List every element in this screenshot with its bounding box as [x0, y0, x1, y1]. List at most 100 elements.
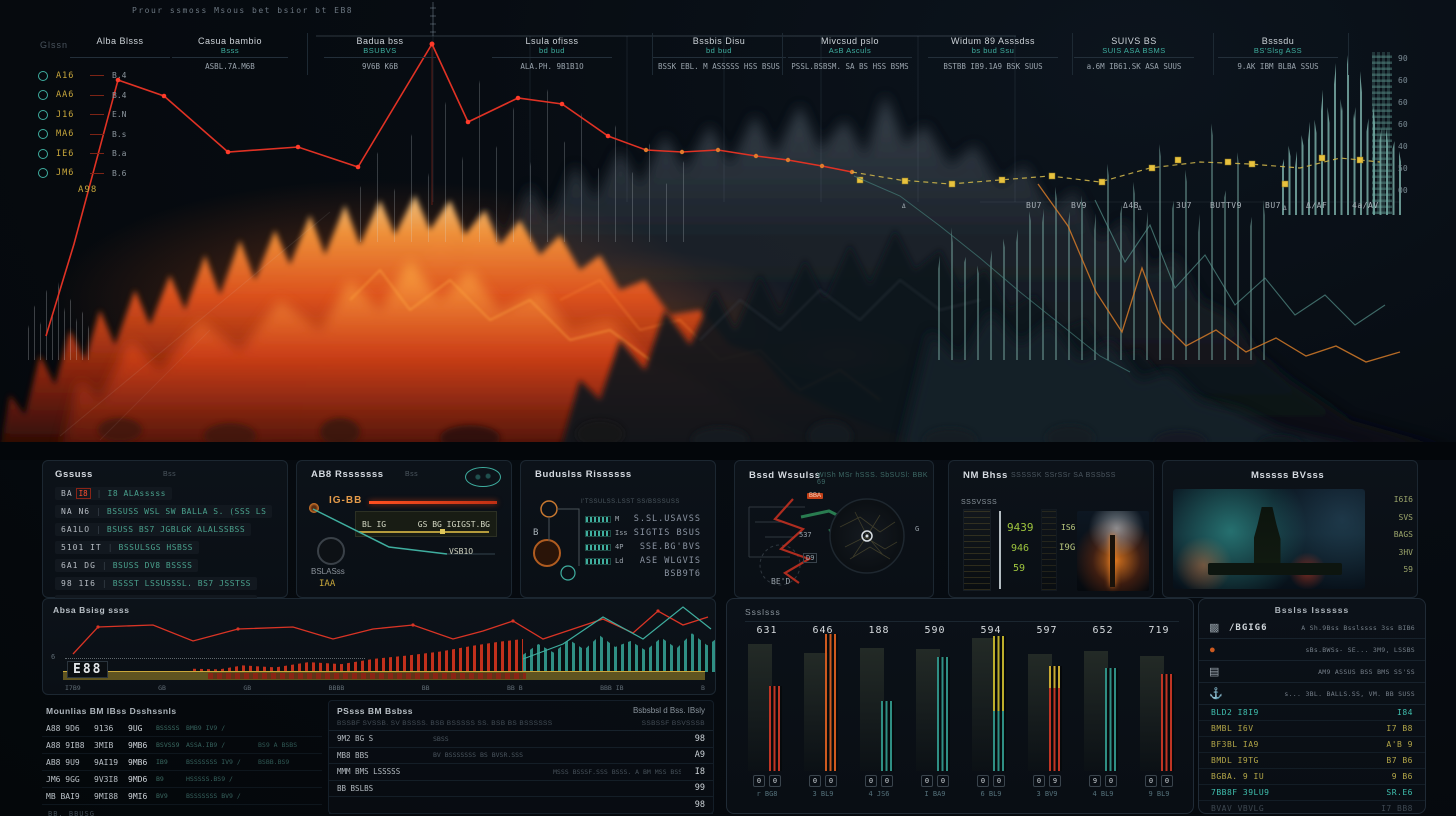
cell: HSSSSS.BS9 / — [186, 775, 233, 783]
status-list-row[interactable]: BMBL I6V I7 B8 — [1199, 721, 1425, 737]
stat-value: a.6M IB61.SK ASA SUUS — [1086, 62, 1182, 71]
stat-value: BSSK EBL. M ASSSSS HSS BSUS — [658, 62, 780, 71]
bar-group: 590 0 0 I BA9 — [913, 625, 957, 807]
svg-text:Δ: Δ — [902, 203, 906, 210]
green-value: 59 — [1013, 563, 1026, 574]
checklist-desc: SBSS — [433, 734, 449, 743]
status-oval-badge[interactable] — [465, 467, 501, 487]
value-bar — [937, 657, 950, 771]
bar-sublabel: 6 BL9 — [980, 790, 1002, 798]
stat-subtitle: bs bud Ssu — [971, 46, 1015, 55]
legend-dash — [90, 114, 104, 116]
header-separator — [1072, 33, 1073, 75]
legend-item[interactable]: AA6 B.4 — [38, 86, 126, 106]
map-label-2: D9 — [803, 553, 818, 563]
cell: JM6 9GG — [46, 774, 80, 784]
side-label: G — [915, 525, 920, 533]
status-icon-row[interactable]: ● sBs.BWSs- SE... 3M9, LSSBS — [1199, 639, 1425, 661]
gauge-icon — [317, 537, 345, 565]
stat-column: Bsssdu BS'Slsg ASS 9.AK IBM BLBA SSUS — [1218, 36, 1338, 71]
mini-tick: BB — [421, 684, 430, 692]
reference-bar — [1140, 656, 1164, 771]
status-list-row[interactable]: 7BB8F 39LU9 SR.E6 — [1199, 785, 1425, 801]
status-list-value: 9 B6 — [1391, 772, 1413, 781]
zero-chips: 0 0 — [745, 775, 789, 787]
legend-text: ASE WLGVIS — [639, 556, 701, 566]
timeline-band[interactable] — [63, 671, 705, 680]
status-list-row[interactable]: BMDL I9TG B7 B6 — [1199, 753, 1425, 769]
alert-row[interactable]: 6A1LO | BSUSS BS7 JGBLGK ALALSSBSS — [55, 523, 252, 536]
legend-value: B.a — [112, 149, 127, 159]
legend-row[interactable]: Ld ASE WLGVIS — [585, 555, 701, 567]
alert-row[interactable]: 5101 IT | BSSULSGS HSBSS — [55, 541, 199, 554]
checklist-row[interactable]: MMM BMS LSSSSS MSSS BSSSF.SSS BSSS. A BM… — [329, 764, 713, 781]
checklist-row[interactable]: 98 — [329, 797, 713, 814]
header-separator — [652, 33, 653, 75]
zero-chips: 0 0 — [913, 775, 957, 787]
table-title: Mounlias BM IBss Dsshssnls — [46, 706, 177, 716]
series-legend: A16 B.4 AA6 B.4 J16 E.N MA6 — [38, 66, 126, 183]
alert-code: 6A1 DG — [61, 561, 96, 570]
cell: 9MI6 — [128, 791, 148, 801]
stat-value: ALA.PH. 9B1B1O — [520, 62, 584, 71]
divider: | — [96, 525, 101, 534]
legend-row[interactable]: Iss SIGTIS BSUS — [585, 527, 701, 539]
chip-left: 0 — [809, 775, 821, 787]
status-icon-row[interactable]: ⚓ s... 3BL. BALLS.SS, VM. BB SUSS — [1199, 683, 1425, 705]
terrain-visualization — [0, 95, 1456, 453]
checklist-note-left: BSSBF SVSSB. SV BSSSS. BSB BSSSSS SS. BS… — [337, 720, 553, 727]
alert-row[interactable]: 98 1I6 | BSSST LSSUSSSL. BS7 JSSTSS — [55, 577, 257, 590]
cell: 9UG — [128, 723, 143, 733]
status-list-row[interactable]: BVAV VBVLG I7 BB8 — [1199, 801, 1425, 816]
legend-dash — [90, 153, 104, 155]
scene-value: SVS — [1398, 512, 1413, 522]
stat-column: Widum 89 Asssdss bs bud Ssu BSTBB IB9.1A… — [928, 36, 1058, 71]
legend-row[interactable]: 4P SSE.BG'BVS — [585, 541, 701, 553]
reference-bar — [748, 644, 772, 771]
bar-group: 594 0 0 6 BL9 — [969, 625, 1013, 807]
scene-value: 59 — [1403, 565, 1413, 574]
legend-tag: 4P — [615, 543, 624, 551]
status-list-value: SR.E6 — [1386, 788, 1413, 797]
tower-graphic — [963, 509, 991, 591]
stat-underline — [492, 57, 612, 58]
status-list-row[interactable]: BLD2 I8I9 I84 — [1199, 705, 1425, 721]
bar-value: 652 — [1092, 625, 1114, 636]
checklist-row[interactable]: MB8 BBS BV BSSSSSSS BS BVSR.SSS A9 — [329, 748, 713, 764]
value-bar — [881, 701, 894, 771]
legend-item[interactable]: J16 E.N — [38, 105, 126, 125]
ring-icon — [38, 148, 48, 159]
resource-progress[interactable] — [359, 529, 489, 534]
checklist-row[interactable]: BB BSLBS 99 — [329, 781, 713, 797]
status-list-row[interactable]: BGBA. 9 IU 9 B6 — [1199, 769, 1425, 785]
legend-item[interactable]: IE6 B.a — [38, 144, 126, 164]
alert-row[interactable]: BA I8 | I8 ALAsssss — [55, 487, 172, 500]
legend-item[interactable]: A16 B.4 — [38, 66, 126, 86]
status-icon-row[interactable]: ▤ AM9 ASSUS BSS BMS SS'SS — [1199, 661, 1425, 683]
scene-values: I6I6 SVS BAGS 3HV 59 — [1371, 495, 1413, 583]
bar-area — [1025, 641, 1069, 771]
alert-row[interactable]: NA N6 | BSSUSS WSL SW BALLA S. (SSS LS — [55, 505, 273, 518]
status-icon-row[interactable]: ▩ /BGIG6 A Sh.9Bss Bsslssss 3ss BIB6 — [1199, 617, 1425, 639]
mini-tick: BBB IB — [600, 684, 624, 692]
scene-value: BAGS — [1393, 530, 1413, 539]
chip-right: 0 — [937, 775, 949, 787]
legend-item[interactable]: JM6 B.6 — [38, 164, 126, 184]
status-list-row[interactable]: BF3BL IA9 A'B 9 — [1199, 737, 1425, 753]
status-list-label: BGBA. 9 IU — [1211, 772, 1265, 781]
legend-label: JM6 — [56, 168, 75, 179]
legend-item[interactable]: MA6 B.s — [38, 125, 126, 145]
value-bar — [769, 686, 782, 771]
alert-description: BSSST LSSUSSSL. BS7 JSSTSS — [112, 579, 251, 588]
status-list-label: BMBL I6V — [1211, 724, 1254, 733]
legend-chip — [585, 529, 611, 537]
alert-rows: BA I8 | I8 ALAsssss NA N6 | BSSUSS WSL S… — [43, 483, 287, 609]
data-table: Mounlias BM IBss Dsshssnls A88 9D6 9136 … — [42, 700, 322, 816]
bar-area — [1081, 641, 1125, 771]
header-separator — [1348, 33, 1349, 75]
alert-row[interactable]: 6A1 DG | BSUSS DV8 BSSSS — [55, 559, 199, 572]
status-list-label: BF3BL IA9 — [1211, 740, 1259, 749]
checklist-row[interactable]: 9M2 BG S SBSS 98 — [329, 731, 713, 748]
legend-row[interactable]: M S.SL.USAVSS — [585, 513, 701, 525]
